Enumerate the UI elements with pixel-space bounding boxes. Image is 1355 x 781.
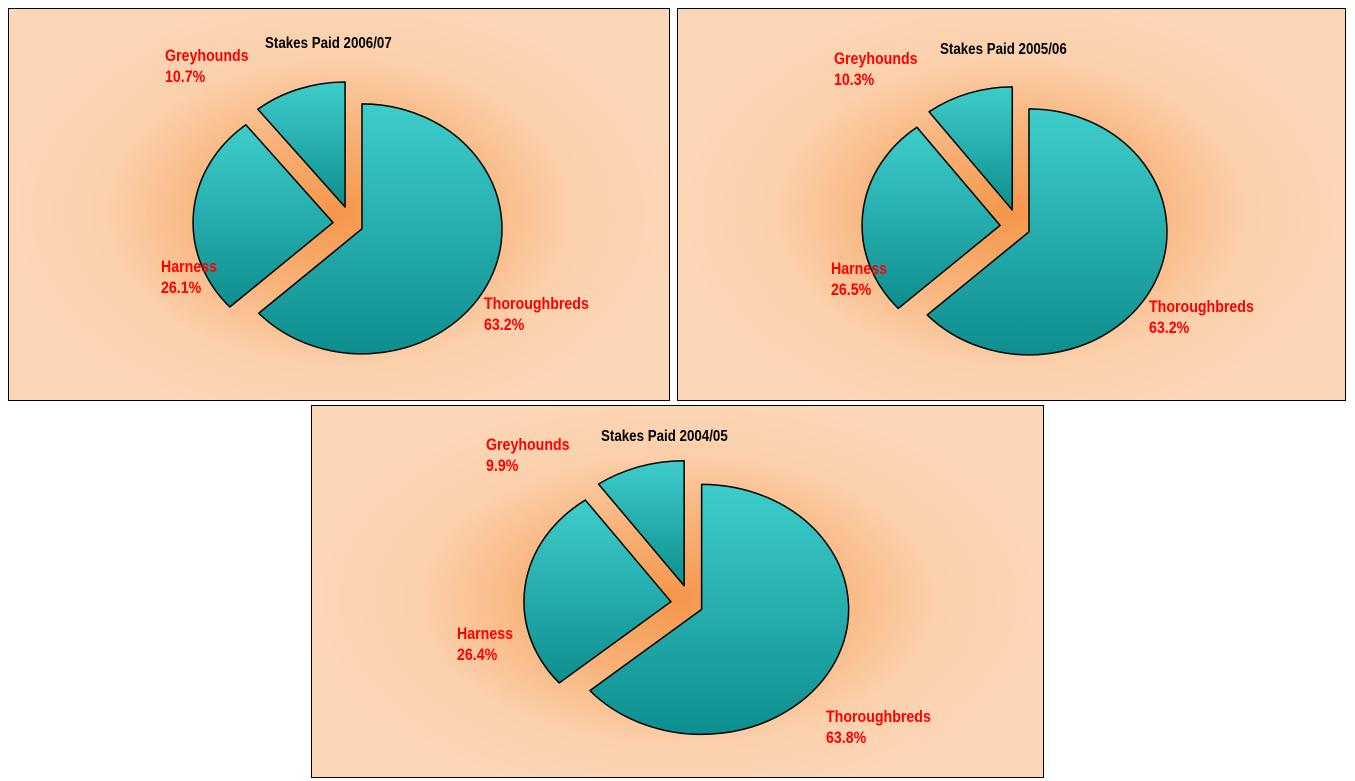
slice-percent: 63.2%: [1149, 319, 1190, 337]
pie-chart-2006-07: Stakes Paid 2006/07 Greyhounds 10.7% Har…: [8, 8, 670, 401]
slice-percent: 63.8%: [826, 729, 867, 747]
slice-percent: 26.4%: [457, 646, 498, 664]
slice-greyhounds: [928, 86, 1014, 211]
pie-svg: [861, 86, 1168, 356]
slice-name: Greyhounds: [165, 47, 249, 65]
slice-name: Thoroughbreds: [826, 708, 931, 726]
slice-harness: [861, 126, 1001, 310]
pie-svg: [523, 459, 850, 736]
slice-label-thoroughbreds: Thoroughbreds 63.8%: [826, 707, 931, 749]
slice-label-thoroughbreds: Thoroughbreds 63.2%: [484, 294, 589, 336]
slice-percent: 26.1%: [161, 279, 202, 297]
slice-label-greyhounds: Greyhounds 10.7%: [165, 46, 249, 88]
slice-name: Greyhounds: [486, 436, 570, 454]
slice-harness: [523, 499, 672, 684]
pie-chart-2005-06: Stakes Paid 2005/06 Greyhounds 10.3% Har…: [677, 8, 1346, 401]
pie-chart-2004-05: Stakes Paid 2004/05 Greyhounds 9.9% Harn…: [311, 405, 1044, 778]
slice-percent: 26.5%: [831, 281, 872, 299]
slice-thoroughbreds: [926, 108, 1168, 356]
chart-title: Stakes Paid 2006/07: [265, 35, 392, 52]
slice-name: Greyhounds: [834, 50, 918, 68]
slice-name: Thoroughbreds: [484, 295, 589, 313]
slice-greyhounds: [597, 459, 685, 587]
slice-name: Thoroughbreds: [1149, 298, 1254, 316]
slice-label-harness: Harness 26.1%: [161, 257, 217, 299]
slice-thoroughbreds: [257, 103, 503, 355]
chart-title: Stakes Paid 2004/05: [601, 428, 728, 445]
slice-name: Harness: [457, 625, 514, 643]
slice-percent: 10.3%: [834, 71, 875, 89]
slice-name: Harness: [831, 260, 888, 278]
slice-label-thoroughbreds: Thoroughbreds 63.2%: [1149, 297, 1254, 339]
slice-thoroughbreds: [589, 483, 850, 736]
slice-label-harness: Harness 26.5%: [831, 259, 887, 301]
slice-percent: 63.2%: [484, 316, 525, 334]
slice-percent: 9.9%: [486, 457, 519, 475]
slice-label-greyhounds: Greyhounds 10.3%: [834, 49, 918, 91]
slice-name: Harness: [161, 258, 218, 276]
slice-label-greyhounds: Greyhounds 9.9%: [486, 435, 570, 477]
slice-percent: 10.7%: [165, 68, 206, 86]
pie-svg: [192, 81, 503, 355]
slice-harness: [192, 124, 334, 308]
slice-label-harness: Harness 26.4%: [457, 624, 513, 666]
chart-title: Stakes Paid 2005/06: [940, 41, 1067, 58]
slice-greyhounds: [257, 81, 346, 208]
